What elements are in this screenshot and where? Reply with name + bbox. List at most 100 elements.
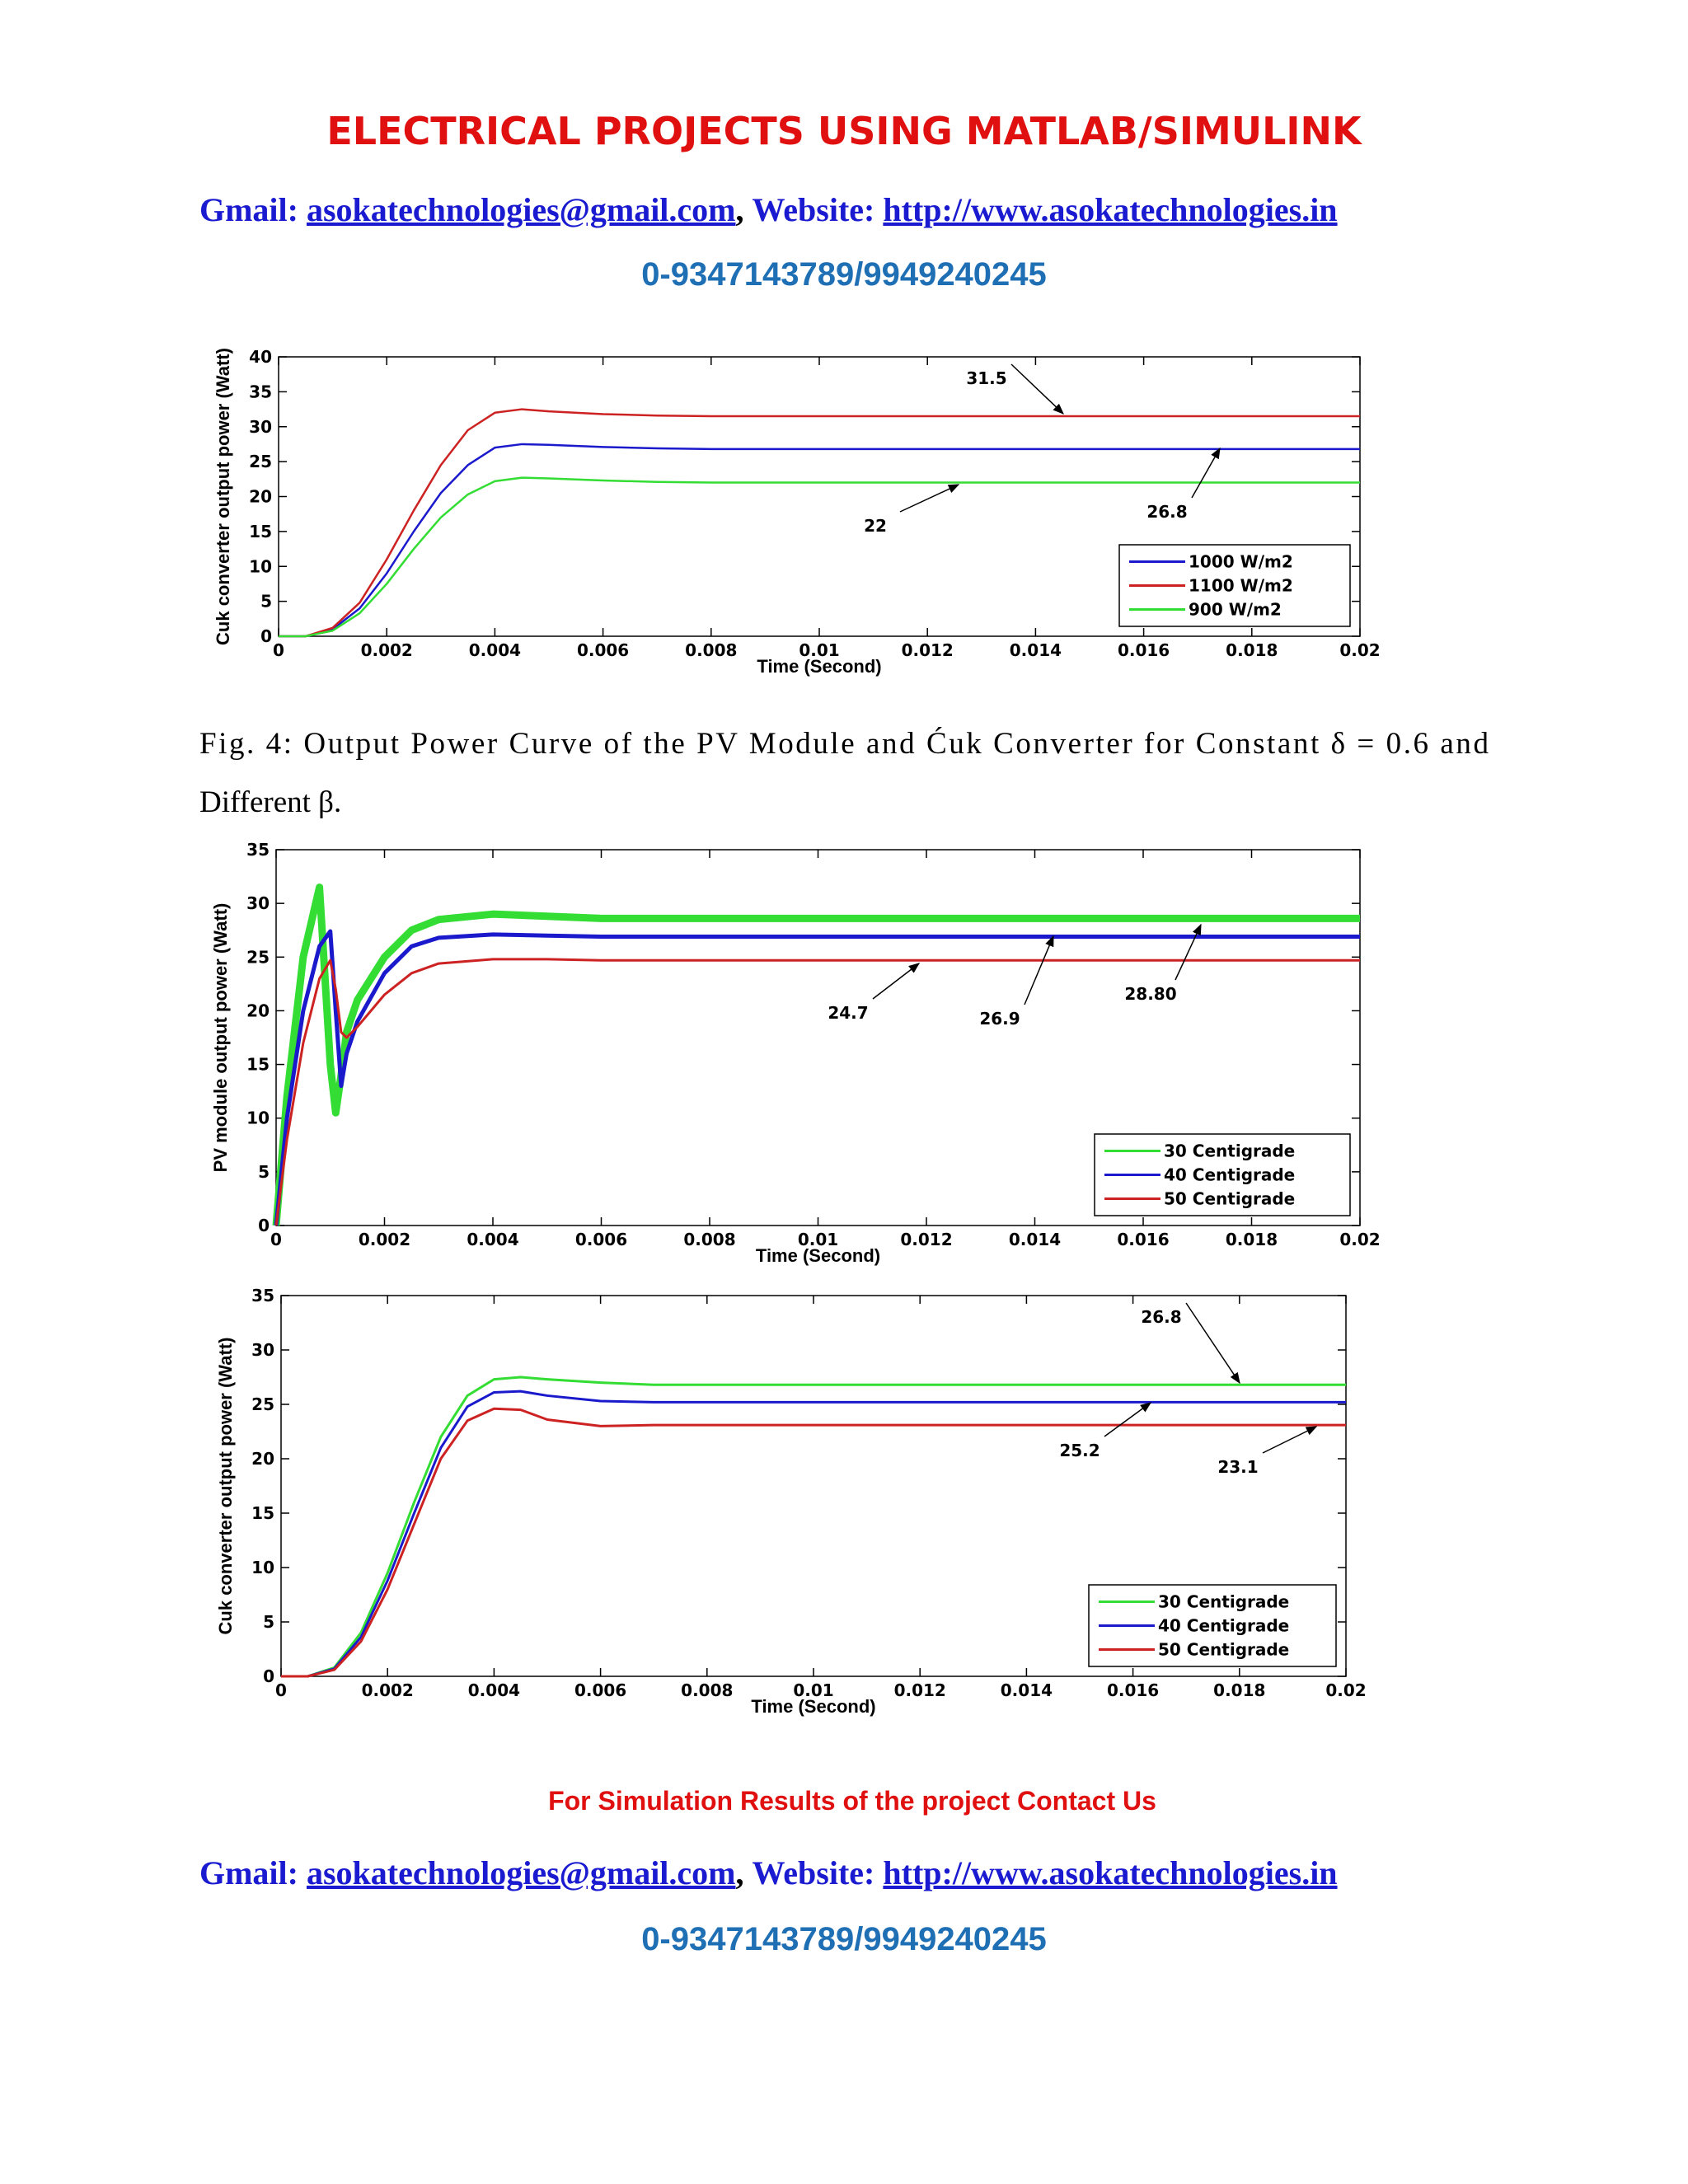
- contact-note: For Simulation Results of the project Co…: [548, 1786, 1156, 1816]
- website-label: Website:: [753, 191, 875, 228]
- x-tick-label: 0.012: [902, 640, 954, 660]
- chart: 0 5 10 15 20 25 30 35 0 0.002 0.004 0.006 0.008 0.01 0…: [210, 840, 1381, 1266]
- series-line: [279, 443, 1360, 638]
- x-tick-label: 0.004: [467, 1230, 518, 1249]
- contact-line: Gmail: asokatechnologies@gmail.com, Websit…: [199, 191, 1338, 228]
- y-tick-label: 30: [249, 417, 272, 437]
- x-tick-label: 0.002: [359, 1230, 410, 1249]
- x-tick-label: 0.01: [799, 640, 839, 660]
- gmail-label: Gmail:: [199, 191, 298, 228]
- y-tick-label: 30: [251, 1340, 274, 1360]
- annotation: 26.9: [979, 1009, 1020, 1029]
- annotation-arrow: [872, 963, 921, 1000]
- website-link[interactable]: http://www.asokatechnologies.in: [883, 191, 1337, 228]
- x-axis-label: Time (Second): [756, 1245, 880, 1266]
- y-tick-label: 25: [251, 1394, 274, 1414]
- annotation-arrow: [1024, 935, 1054, 1005]
- y-tick-label: 35: [249, 382, 272, 401]
- legend-label: 30 Centigrade: [1158, 1592, 1289, 1612]
- x-tick-label: 0.004: [468, 1680, 520, 1700]
- annotation: 25.2: [1059, 1441, 1100, 1460]
- contact-line: Gmail: asokatechnologies@gmail.com, Websit…: [199, 1854, 1338, 1891]
- y-tick-label: 0: [263, 1666, 274, 1686]
- legend-label: 1000 W/m2: [1189, 552, 1293, 572]
- x-tick-label: 0.014: [1001, 1680, 1053, 1700]
- x-axis-label: Time (Second): [751, 1696, 875, 1717]
- x-tick-label: 0.018: [1226, 640, 1278, 660]
- y-tick-label: 5: [263, 1612, 274, 1632]
- y-tick-label: 15: [249, 522, 272, 541]
- legend-label: 30 Centigrade: [1164, 1141, 1295, 1161]
- series-line: [279, 408, 1360, 638]
- y-tick-label: 10: [251, 1558, 274, 1577]
- x-tick-label: 0.014: [1010, 640, 1062, 660]
- x-tick-label: 0.02: [1339, 640, 1380, 660]
- series-line: [272, 883, 1360, 1226]
- y-tick-label: 25: [249, 452, 272, 471]
- x-tick-label: 0.006: [574, 1680, 626, 1700]
- y-axis-label: Cuk converter output power (Watt): [213, 348, 233, 645]
- email-link[interactable]: asokatechnologies@gmail.com: [307, 191, 736, 228]
- x-tick-label: 0.008: [683, 1230, 735, 1249]
- annotation-arrow: [1175, 923, 1202, 981]
- y-tick-label: 0: [258, 1216, 270, 1235]
- annotation: 22: [864, 516, 887, 536]
- x-tick-label: 0.016: [1118, 640, 1170, 660]
- y-tick-label: 40: [249, 347, 272, 367]
- legend-label: 1100 W/m2: [1189, 576, 1293, 596]
- annotation-arrow: [899, 484, 960, 513]
- annotation: 26.8: [1141, 1307, 1181, 1327]
- x-axis-label: Time (Second): [757, 656, 881, 677]
- series-line: [281, 1407, 1346, 1678]
- email-link[interactable]: asokatechnologies@gmail.com: [307, 1854, 736, 1891]
- y-tick-label: 5: [258, 1162, 270, 1182]
- page-title: ELECTRICAL PROJECTS USING MATLAB/SIMULIN…: [326, 109, 1363, 153]
- legend-label: 50 Centigrade: [1164, 1189, 1295, 1209]
- chart: 0 5 10 15 20 25 30 35 0 0.002 0.004 0.006 0.008 0.01 0…: [215, 1286, 1367, 1717]
- x-tick-label: 0.012: [900, 1230, 952, 1249]
- x-tick-label: 0.016: [1107, 1680, 1159, 1700]
- x-tick-label: 0: [275, 1680, 287, 1700]
- y-tick-label: 30: [246, 893, 270, 913]
- annotation-arrow: [1191, 447, 1221, 499]
- x-tick-label: 0.018: [1226, 1230, 1278, 1249]
- x-tick-label: 0.016: [1117, 1230, 1169, 1249]
- annotation: 26.8: [1146, 502, 1187, 522]
- annotation-arrow: [1185, 1302, 1240, 1385]
- annotation: 31.5: [966, 368, 1006, 388]
- y-tick-label: 0: [260, 626, 272, 646]
- y-axis-label: Cuk converter output power (Watt): [215, 1338, 236, 1635]
- x-tick-label: 0.014: [1009, 1230, 1061, 1249]
- annotation: 28.80: [1124, 984, 1176, 1004]
- website-link[interactable]: http://www.asokatechnologies.in: [883, 1854, 1337, 1891]
- x-tick-label: 0.002: [362, 1680, 414, 1700]
- annotation: 23.1: [1217, 1457, 1258, 1477]
- x-tick-label: 0: [273, 640, 284, 660]
- y-tick-label: 20: [246, 1001, 270, 1020]
- annotation-arrow: [1010, 363, 1064, 415]
- legend-label: 50 Centigrade: [1158, 1640, 1289, 1660]
- series-line: [274, 958, 1360, 1226]
- y-tick-label: 20: [249, 487, 272, 507]
- x-tick-label: 0.006: [577, 640, 629, 660]
- x-tick-label: 0.002: [361, 640, 413, 660]
- phone: 0-9347143789/9949240245: [641, 256, 1047, 293]
- x-tick-label: 0.018: [1213, 1680, 1265, 1700]
- x-tick-label: 0.006: [575, 1230, 627, 1249]
- gmail-label: Gmail:: [199, 1854, 298, 1891]
- series-line: [274, 929, 1360, 1226]
- annotation-arrow: [1262, 1426, 1318, 1454]
- y-tick-label: 20: [251, 1449, 274, 1469]
- series-line: [281, 1376, 1346, 1678]
- x-tick-label: 0.008: [681, 1680, 733, 1700]
- y-tick-label: 25: [246, 947, 270, 967]
- y-tick-label: 10: [249, 556, 272, 576]
- x-tick-label: 0: [270, 1230, 282, 1249]
- y-tick-label: 5: [260, 592, 272, 612]
- x-tick-label: 0.02: [1339, 1230, 1380, 1249]
- caption-line: Different β.: [199, 785, 341, 819]
- series-line: [279, 476, 1360, 638]
- x-tick-label: 0.008: [685, 640, 737, 660]
- website-label: Website:: [753, 1854, 875, 1891]
